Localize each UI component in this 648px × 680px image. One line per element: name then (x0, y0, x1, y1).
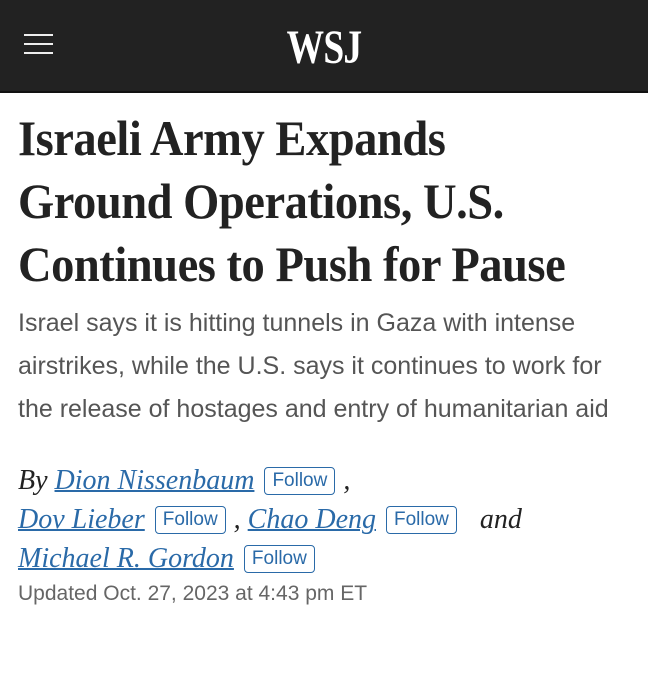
byline-by: By (18, 465, 48, 496)
headline-line: Continues to Push for Pause (18, 236, 566, 292)
author-link[interactable]: Dion Nissenbaum (54, 465, 255, 496)
separator: , (343, 465, 351, 496)
headline-line: Israeli Army Expands (18, 110, 446, 166)
headline: Israeli Army Expands Ground Operations, … (18, 107, 630, 296)
separator: and (479, 504, 522, 535)
follow-button[interactable]: Follow (264, 467, 336, 495)
author-link[interactable]: Michael R. Gordon (18, 543, 234, 574)
headline-line: Ground Operations, U.S. (18, 173, 504, 229)
follow-button[interactable]: Follow (154, 506, 226, 534)
separator: , (233, 504, 241, 535)
follow-button[interactable]: Follow (386, 506, 457, 534)
article-header: Israeli Army Expands Ground Operations, … (0, 107, 648, 606)
byline: By Dion Nissenbaum Follow, Dov Lieber Foll… (18, 461, 630, 578)
wsj-logo[interactable]: WSJ (286, 21, 362, 74)
hamburger-menu-icon[interactable] (24, 28, 53, 58)
author-link[interactable]: Chao Deng (247, 504, 376, 535)
author-link[interactable]: Dov Lieber (18, 504, 145, 535)
article-dek: Israel says it is hitting tunnels in Gaz… (18, 309, 609, 423)
follow-button[interactable]: Follow (243, 545, 315, 573)
updated-timestamp: Updated Oct. 27, 2023 at 4:43 pm ET (18, 582, 368, 605)
top-bar: WSJ (0, 0, 648, 93)
